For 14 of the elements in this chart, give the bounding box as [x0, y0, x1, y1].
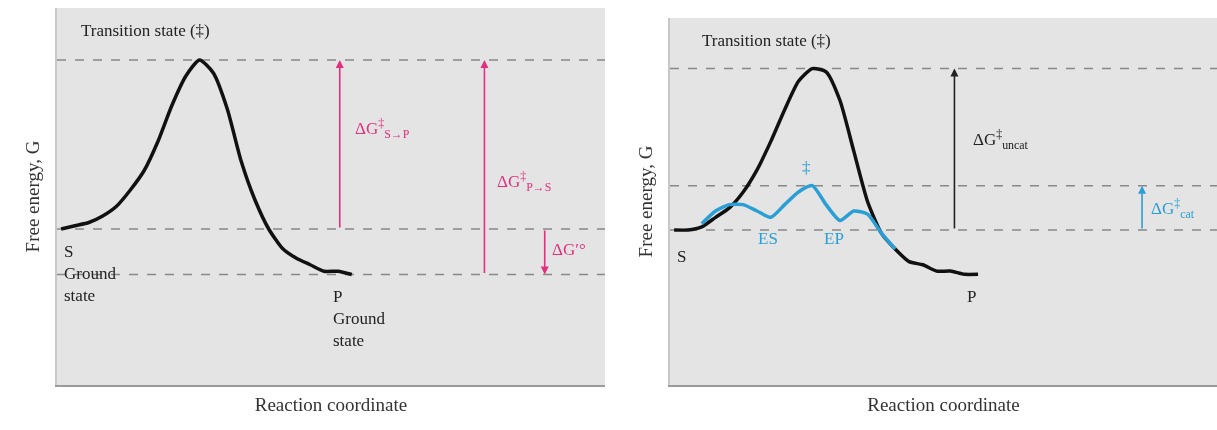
x-axis-title: Reaction coordinate [254, 394, 408, 416]
y-axis-title: Free energy, G [22, 140, 44, 253]
annotation: ‡ [802, 158, 811, 177]
annotation: EP [824, 229, 844, 248]
annotation: ΔG′° [552, 240, 586, 259]
annotation: P [967, 287, 977, 306]
annotation: P Ground state [333, 287, 386, 351]
annotation: ES [758, 229, 778, 248]
annotation: S [677, 247, 687, 266]
text: Transition state (‡) [81, 21, 210, 40]
annotation: S Ground state [64, 242, 117, 306]
x-axis-title: Reaction coordinate [867, 394, 1020, 416]
text: Transition state (‡) [702, 31, 831, 50]
y-axis-title: Free energy, G [635, 145, 657, 258]
